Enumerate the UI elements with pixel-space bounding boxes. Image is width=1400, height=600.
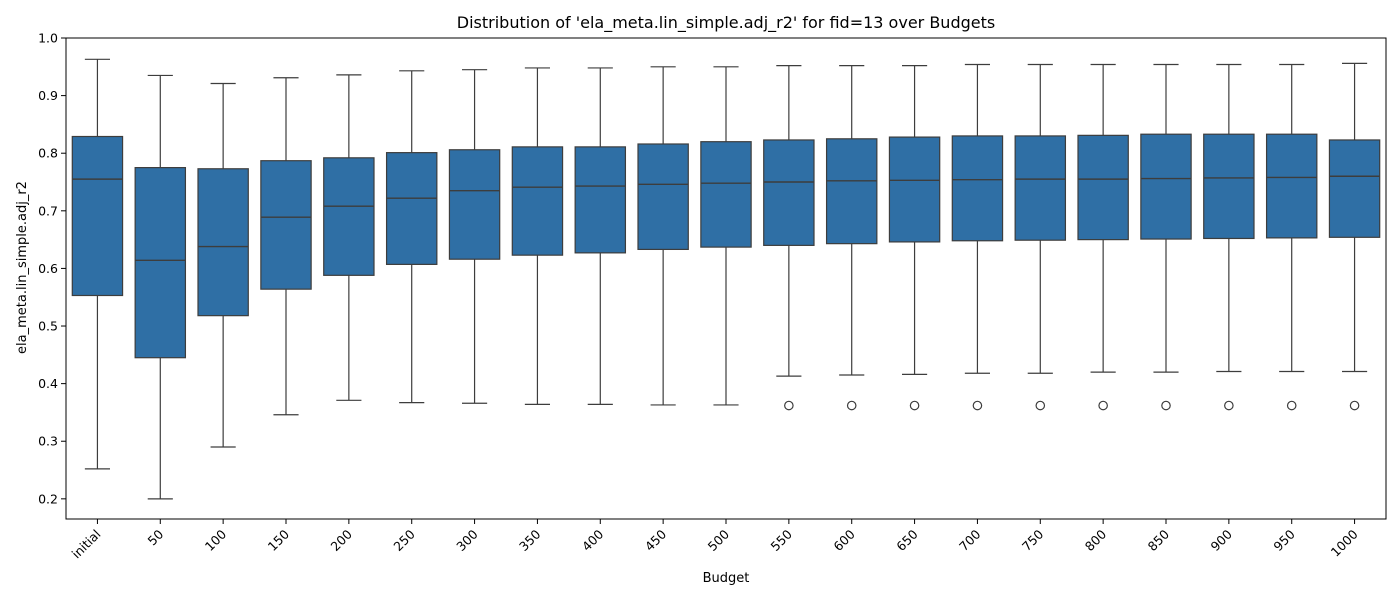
y-tick-label: 0.6	[38, 261, 58, 276]
x-tick-label: 900	[1208, 526, 1236, 554]
x-axis-label: Budget	[703, 571, 750, 586]
y-tick-label: 1.0	[38, 31, 58, 46]
x-tick-label: 850	[1145, 526, 1173, 554]
outlier-point	[1286, 400, 1297, 411]
y-axis: 0.2 0.3 0.4 0.5 0.6 0.7 0.8 0.9 1.0	[38, 31, 66, 506]
x-tick-label: 800	[1082, 526, 1110, 554]
y-tick-label: 0.4	[38, 376, 58, 391]
outlier-point	[846, 400, 857, 411]
x-tick-label: 300	[453, 526, 481, 554]
y-tick-label: 0.2	[38, 491, 58, 506]
plot-frame	[65, 37, 1387, 520]
box-iqr	[700, 141, 752, 248]
box-iqr	[1328, 139, 1381, 238]
y-tick-label: 0.9	[38, 88, 58, 103]
x-tick-label: 650	[893, 526, 921, 554]
outlier-point	[1349, 400, 1360, 411]
x-tick-label: 350	[516, 526, 544, 554]
x-axis: initial 50 100 150 200 250 300 350 400 450 500 550 6…	[69, 519, 1361, 561]
x-tick-label: 750	[1019, 526, 1047, 554]
box-iqr	[1140, 133, 1192, 240]
boxes-layer	[71, 58, 1381, 500]
y-tick-label: 0.5	[38, 319, 58, 334]
outlier-point	[1161, 400, 1171, 411]
x-tick-label: 450	[642, 526, 670, 554]
box-iqr	[1077, 134, 1129, 241]
outlier-point	[1224, 400, 1234, 411]
x-tick-label: 50	[145, 526, 167, 548]
box-iqr	[260, 160, 312, 290]
outlier-point	[1098, 400, 1108, 411]
y-tick-label: 0.7	[38, 203, 58, 218]
box-iqr	[134, 167, 187, 359]
y-axis-label: ela_meta.lin_simple.adj_r2	[15, 181, 30, 354]
box-iqr	[763, 139, 815, 246]
box-iqr	[637, 143, 689, 251]
x-tick-label: 700	[956, 526, 984, 554]
x-tick-label: 250	[390, 526, 418, 554]
outlier-point	[1035, 400, 1046, 411]
x-tick-label: 500	[705, 526, 733, 554]
box-iqr	[888, 136, 941, 243]
x-tick-label: 200	[328, 526, 356, 554]
x-tick-label: 400	[579, 526, 607, 554]
box-iqr	[71, 135, 124, 297]
box-iqr	[511, 146, 564, 256]
box-iqr	[197, 168, 249, 317]
y-tick-label: 0.3	[38, 434, 58, 449]
x-tick-label: 600	[830, 526, 858, 554]
box-iqr	[385, 152, 438, 265]
box-iqr	[1265, 133, 1318, 239]
box-iqr	[448, 149, 501, 260]
y-tick-label: 0.8	[38, 146, 58, 161]
x-tick-label: 550	[768, 526, 796, 554]
chart-title: Distribution of 'ela_meta.lin_simple.adj…	[457, 13, 995, 33]
outlier-point	[784, 400, 794, 411]
outlier-point	[909, 400, 920, 411]
outlier-point	[972, 400, 983, 411]
box-iqr	[1014, 135, 1067, 241]
box-iqr	[951, 135, 1004, 242]
box-iqr	[323, 157, 375, 276]
box-iqr	[574, 146, 627, 254]
x-tick-label: 150	[265, 526, 293, 554]
box-iqr	[1203, 133, 1255, 240]
x-tick-label: 950	[1270, 526, 1298, 554]
x-tick-label: initial	[69, 527, 104, 562]
x-tick-label: 100	[202, 526, 230, 554]
box-iqr	[825, 138, 878, 245]
x-tick-label: 1000	[1328, 526, 1361, 559]
